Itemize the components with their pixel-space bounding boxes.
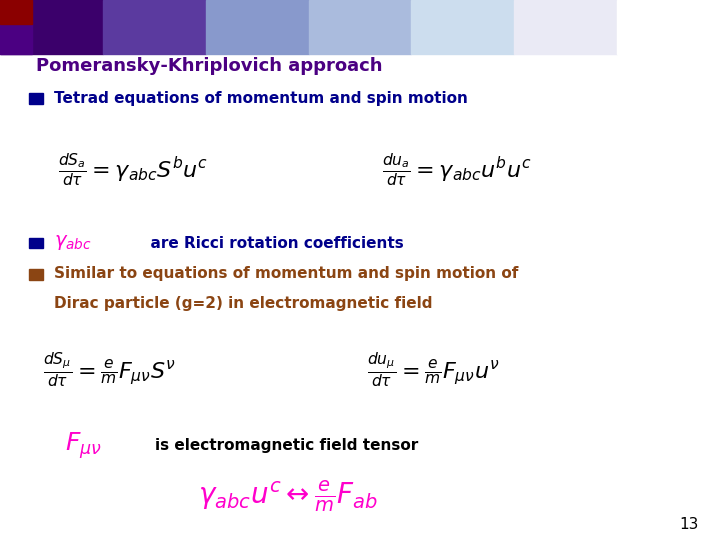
Text: is electromagnetic field tensor: is electromagnetic field tensor [155, 438, 418, 453]
Bar [617, 0, 720, 54]
Bar [411, 0, 514, 54]
Text: 13: 13 [679, 517, 698, 532]
Text: $\frac{dS_a}{d\tau} = \gamma_{abc}S^b u^c$: $\frac{dS_a}{d\tau} = \gamma_{abc}S^b u^… [58, 151, 208, 189]
Text: $\frac{dS_\mu}{d\tau} = \frac{e}{m}F_{\mu\nu}S^\nu$: $\frac{dS_\mu}{d\tau} = \frac{e}{m}F_{\m… [43, 350, 176, 390]
Text: Pomeransky-Khriplovich approach: Pomeransky-Khriplovich approach [36, 57, 382, 75]
Bar [309, 0, 411, 54]
Text: Similar to equations of momentum and spin motion of: Similar to equations of momentum and spi… [54, 266, 518, 281]
Text: $\gamma_{abc}u^c \leftrightarrow \frac{e}{m}F_{ab}$: $\gamma_{abc}u^c \leftrightarrow \frac{e… [198, 480, 378, 514]
Text: Tetrad equations of momentum and spin motion: Tetrad equations of momentum and spin mo… [54, 91, 468, 106]
Text: $F_{\mu\nu}$: $F_{\mu\nu}$ [65, 430, 102, 461]
Bar [0, 0, 32, 24]
Bar [206, 0, 309, 54]
Text: are Ricci rotation coefficients: are Ricci rotation coefficients [140, 235, 404, 251]
Bar [103, 0, 206, 54]
Bar [0, 24, 32, 54]
Text: $\gamma_{abc}$: $\gamma_{abc}$ [54, 233, 92, 253]
Bar [0, 0, 103, 54]
Bar [29, 93, 43, 104]
Bar [29, 269, 43, 280]
Text: $\frac{du_\mu}{d\tau} = \frac{e}{m}F_{\mu\nu}u^\nu$: $\frac{du_\mu}{d\tau} = \frac{e}{m}F_{\m… [367, 350, 500, 390]
Text: $\frac{du_a}{d\tau} = \gamma_{abc}u^b u^c$: $\frac{du_a}{d\tau} = \gamma_{abc}u^b u^… [382, 151, 531, 189]
Text: Dirac particle (g=2) in electromagnetic field: Dirac particle (g=2) in electromagnetic … [54, 296, 433, 311]
Bar [29, 238, 43, 248]
Bar [514, 0, 617, 54]
